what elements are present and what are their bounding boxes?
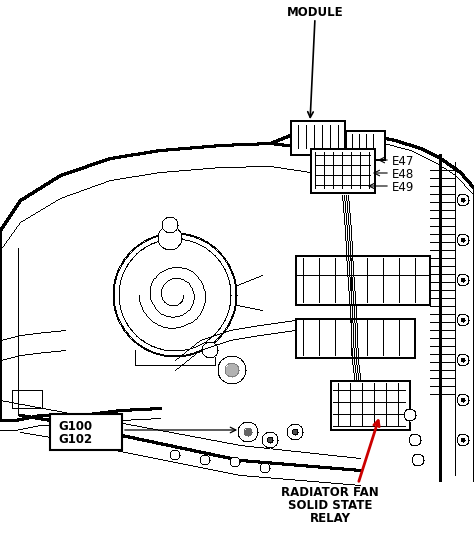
- Text: G100: G100: [58, 420, 92, 433]
- Text: MODULE: MODULE: [287, 6, 343, 19]
- Text: SOLID STATE: SOLID STATE: [288, 499, 372, 512]
- FancyBboxPatch shape: [50, 414, 122, 450]
- Text: E47: E47: [392, 155, 414, 168]
- Text: RADIATOR FAN: RADIATOR FAN: [281, 486, 379, 499]
- Text: E49: E49: [392, 181, 414, 194]
- Text: E48: E48: [392, 168, 414, 181]
- Text: G102: G102: [58, 433, 92, 446]
- Text: RELAY: RELAY: [310, 512, 350, 525]
